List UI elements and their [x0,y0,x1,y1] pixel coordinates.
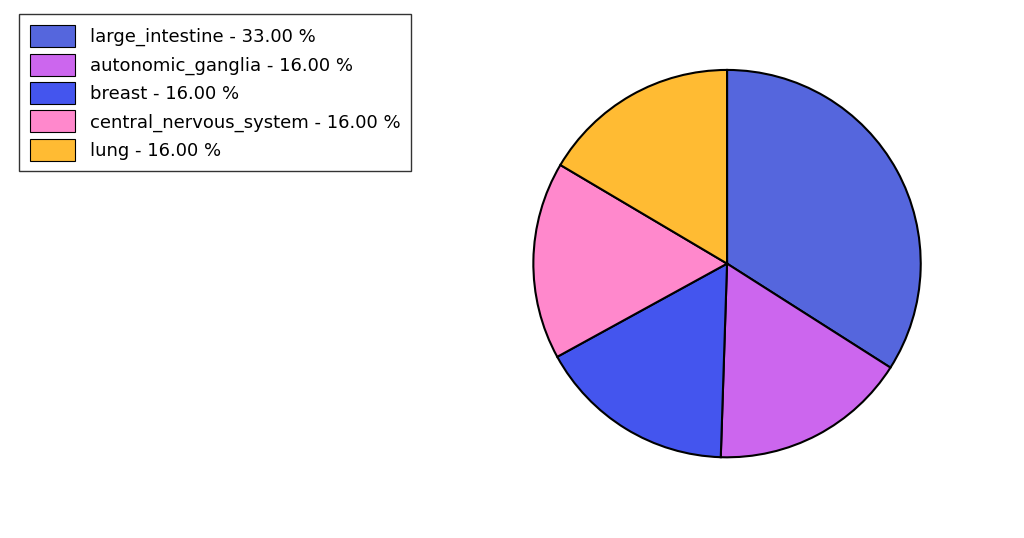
Wedge shape [721,264,891,457]
Legend: large_intestine - 33.00 %, autonomic_ganglia - 16.00 %, breast - 16.00 %, centra: large_intestine - 33.00 %, autonomic_gan… [19,15,412,172]
Wedge shape [560,70,727,264]
Wedge shape [557,264,727,457]
Wedge shape [727,70,921,367]
Wedge shape [534,165,727,357]
